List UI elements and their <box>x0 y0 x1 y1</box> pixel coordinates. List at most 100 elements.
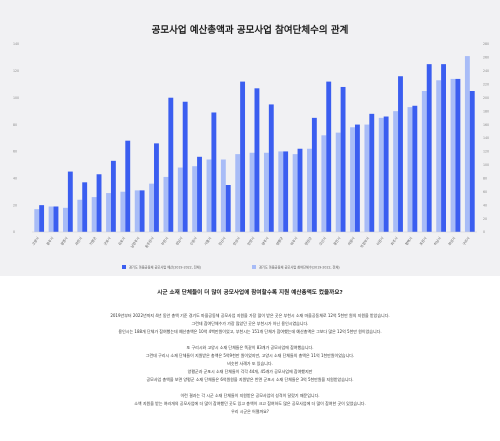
bar-participants <box>436 80 442 232</box>
bar-budget <box>182 101 188 232</box>
x-tick-label: 이천시 <box>375 236 384 247</box>
y-tick-label-right: 80 <box>483 176 487 180</box>
bar-participants <box>321 135 327 232</box>
x-tick-label: 의정부시 <box>359 236 370 249</box>
bar-participants <box>206 159 212 232</box>
bar-participants <box>91 197 97 232</box>
article-line: 공모사업 총액을 보면 양평군 소재 단체들은 6억원원을 지원받은 반면 군포… <box>146 377 354 382</box>
x-tick-label: 성남시 <box>174 236 183 247</box>
bar-participants <box>106 193 111 232</box>
x-tick-label: 수원시 <box>188 236 197 247</box>
article-paragraph-2: 또 구리시와 고양시 소재 단체들은 똑같이 83개가 공모사업에 참여했습니다… <box>0 344 500 384</box>
y-tick-label-right: 140 <box>483 136 489 140</box>
bar-participants <box>292 154 298 232</box>
bar-participants <box>278 151 284 232</box>
x-tick-label: 안양시 <box>246 236 255 247</box>
x-tick-label: 의왕시 <box>346 236 355 247</box>
x-tick-label: 가평군 <box>88 236 97 247</box>
article-paragraph-1: 2019년부터 2022년까지 4년 동안 총액 기준 경기도 마을공동체 공모… <box>0 312 500 336</box>
bar-budget <box>311 117 317 232</box>
y-tick-label-right: 40 <box>483 203 487 207</box>
x-tick-label: 안성시 <box>232 236 241 247</box>
bar-participants <box>335 132 341 232</box>
bar-participants <box>364 124 370 232</box>
bar-participants <box>77 199 83 232</box>
bar-participants <box>220 159 226 232</box>
bar-budget <box>268 104 274 232</box>
bar-budget <box>168 97 174 232</box>
bar-budget <box>340 86 346 232</box>
x-tick-label: 안산시 <box>217 236 226 247</box>
bar-participants <box>163 176 169 232</box>
y-tick-label-right: 240 <box>483 69 489 73</box>
article-line: 2019년부터 2022년까지 4년 동안 총액 기준 경기도 마을공동체 공모… <box>110 313 390 318</box>
bar-budget <box>125 140 131 232</box>
article-headline: 시군 소재 단체들이 더 많이 공모사업에 참여할수록 지원 예산총액도 컸을까… <box>157 290 343 296</box>
legend-swatch <box>252 265 256 269</box>
x-tick-label: 김포시 <box>117 236 126 247</box>
bar-budget <box>383 116 389 232</box>
x-tick-label: 남양주시 <box>129 236 140 249</box>
x-tick-label: 여주시 <box>289 236 298 247</box>
y-tick-label-right: 180 <box>483 109 489 113</box>
y-tick-label-left: 140 <box>13 42 19 46</box>
bar-participants <box>307 148 312 232</box>
bar-budget <box>82 182 88 232</box>
bar-budget <box>154 143 159 232</box>
bar-participants <box>263 152 269 232</box>
legend-label: 경기도 마을공동체 공모사업 참여단체수(2019-2022, 전체) <box>259 265 340 270</box>
x-tick-label: 파주시 <box>389 236 398 247</box>
bar-budget <box>139 190 145 232</box>
bar-budget <box>39 205 45 232</box>
bar-budget <box>398 76 403 232</box>
y-tick-label-left: 0 <box>13 230 15 234</box>
y-tick-label-right: 260 <box>483 56 489 60</box>
bar-budget <box>441 64 446 233</box>
y-tick-label-right: 200 <box>483 96 489 100</box>
bar-budget <box>53 206 59 232</box>
x-tick-label: 양주시 <box>260 236 269 247</box>
y-tick-label-left: 60 <box>13 150 17 154</box>
x-tick-label: 양평군 <box>275 236 284 247</box>
article-line: 이런 결과는 각 시군 소재 단체들이 지원받은 공모사업의 성격이 달랐기 때… <box>180 393 320 398</box>
bar-budget <box>96 174 102 232</box>
bar-budget <box>254 88 260 232</box>
bar-budget <box>469 91 475 232</box>
bar-budget <box>110 160 116 232</box>
legend-swatch <box>122 265 126 269</box>
x-tick-label: 고양시 <box>31 236 40 247</box>
y-tick-label-right: 220 <box>483 82 489 86</box>
bar-budget <box>412 105 418 232</box>
article-line: 양평군과 군포시 소재 단체들이 각각 44개, 45개가 공모사업에 참여했지… <box>187 369 313 374</box>
bar-participants <box>34 209 40 232</box>
y-tick-label-right: 100 <box>483 163 489 167</box>
y-tick-label-right: 280 <box>483 42 489 46</box>
y-tick-label-left: 120 <box>13 69 19 73</box>
bar-budget <box>211 112 217 232</box>
x-tick-label: 광명시 <box>59 236 68 247</box>
x-tick-label: 시흥시 <box>203 236 212 247</box>
legend-label: 경기도 마을공동체 공모사업 예산(2019-2022, 전체) <box>129 265 201 270</box>
bar-participants <box>192 166 198 232</box>
y-tick-label-right: 60 <box>483 190 487 194</box>
article-line: 비슷한 사례가 또 있습니다. <box>227 361 273 366</box>
bar-participants <box>393 111 399 232</box>
y-tick-label-right: 160 <box>483 123 489 127</box>
bar-participants <box>450 78 456 233</box>
x-tick-label: 평택시 <box>404 236 413 247</box>
bar-participants <box>407 107 413 232</box>
bar-budget <box>426 64 432 233</box>
bar-budget <box>354 124 360 232</box>
article-line: 소액 지원을 받는 여러개의 공모사업에 더 많이 참여했던 곳도 있고 총액이… <box>134 401 366 406</box>
y-tick-label-left: 80 <box>13 123 17 127</box>
x-tick-label: 부천시 <box>160 236 169 247</box>
y-tick-label-left: 40 <box>13 176 17 180</box>
x-tick-label: 과천시 <box>74 236 83 247</box>
y-tick-label-right: 0 <box>483 230 485 234</box>
bar-participants <box>350 127 355 232</box>
chart-panel: 공모사업 예산총액과 공모사업 참여단체수의 관계 0 20 40 60 80 100 12… <box>0 0 500 276</box>
bar-participants <box>464 56 470 233</box>
bar-participants <box>378 117 384 232</box>
bar-participants <box>134 190 140 232</box>
